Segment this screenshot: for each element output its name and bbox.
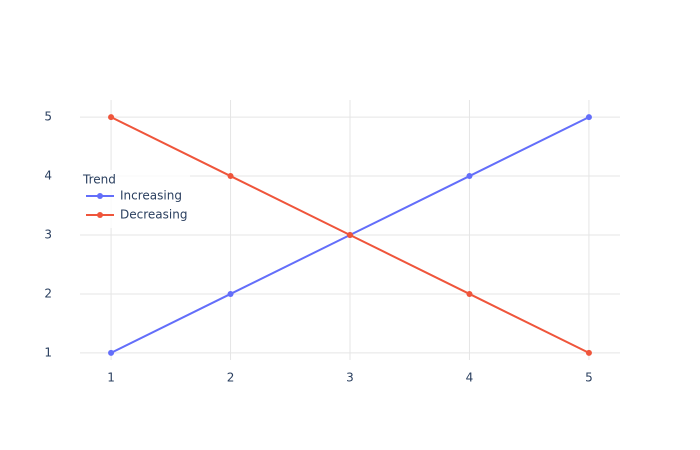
- point: [585, 114, 592, 121]
- legend-marker: [97, 193, 103, 199]
- legend-label: Increasing: [120, 189, 182, 203]
- point: [108, 114, 115, 121]
- y-tick-label: 4: [44, 169, 52, 183]
- legend-title: Trend: [82, 173, 116, 187]
- legend-label: Decreasing: [120, 208, 187, 222]
- x-tick-label: 5: [585, 371, 593, 385]
- x-tick-label: 2: [227, 371, 235, 385]
- point: [466, 290, 473, 297]
- point: [227, 173, 234, 180]
- point: [585, 349, 592, 356]
- legend-background: [80, 170, 190, 228]
- point: [347, 232, 353, 238]
- point: [227, 290, 234, 297]
- y-tick-label: 1: [44, 345, 52, 359]
- legend: Trend Increasing Decreasing: [80, 170, 190, 228]
- y-tick-label: 2: [44, 286, 52, 300]
- y-tick-label: 3: [44, 228, 52, 242]
- point: [108, 349, 115, 356]
- x-tick-label: 4: [466, 371, 474, 385]
- x-tick-label: 1: [107, 371, 115, 385]
- x-tick-label: 3: [346, 371, 354, 385]
- point: [466, 173, 473, 180]
- legend-marker: [97, 212, 103, 218]
- y-tick-label: 5: [44, 110, 52, 124]
